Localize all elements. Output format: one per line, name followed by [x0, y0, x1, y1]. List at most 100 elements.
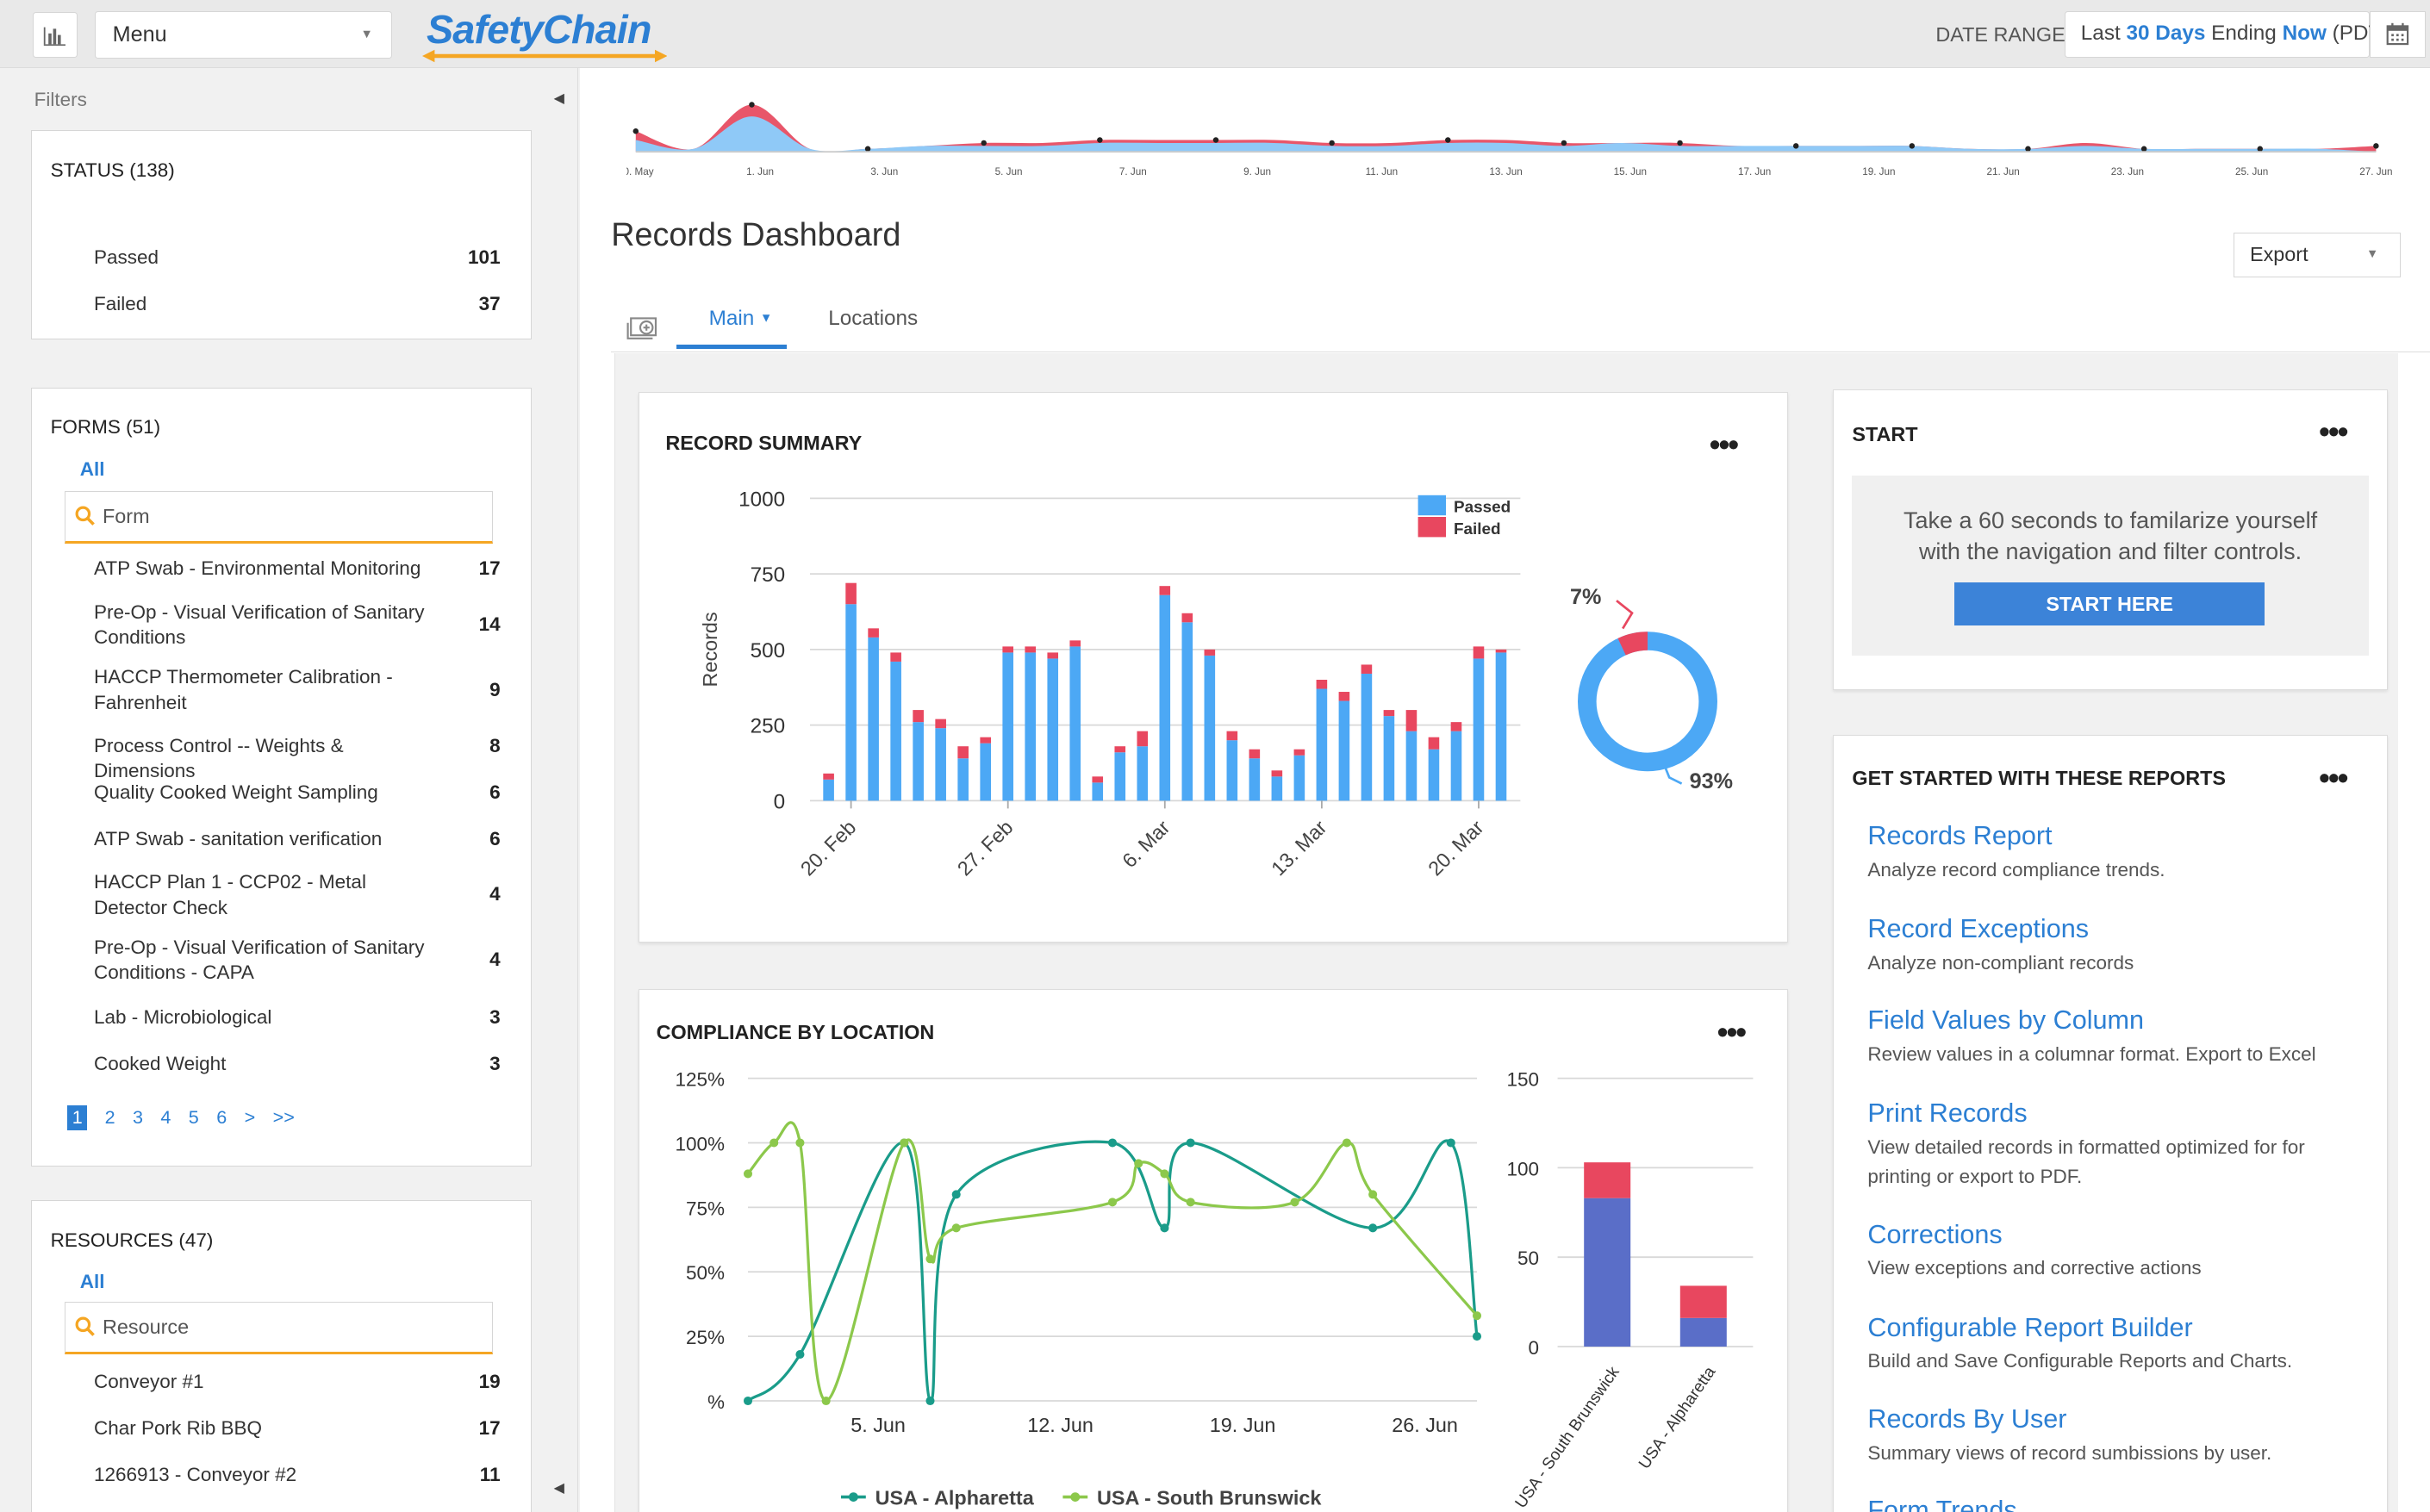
timeline-tick-label: 13. Jun — [1490, 166, 1523, 177]
failed-bar — [1271, 770, 1282, 777]
passed-bar — [957, 758, 969, 801]
status-item-failed[interactable]: Failed 37 — [94, 291, 501, 317]
tab-main[interactable]: Main ▼ — [709, 307, 773, 331]
series-point — [1107, 1138, 1117, 1148]
page-link-2[interactable]: 2 — [104, 1106, 115, 1129]
calendar-button[interactable] — [2370, 10, 2427, 58]
form-item[interactable]: Quality Cooked Weight Sampling 6 — [94, 780, 501, 806]
forms-all-link[interactable]: All — [79, 457, 105, 480]
passed-bar — [1473, 658, 1485, 801]
resource-item[interactable]: Char Pork Rib BBQ 17 — [94, 1416, 501, 1441]
timeline-chart[interactable]: 30. May 1. Jun 3. Jun 5. Jun 7. Jun 9. Jun 11.… — [626, 84, 2395, 180]
failed-bar — [1137, 731, 1148, 747]
timeline-point — [1445, 137, 1451, 143]
form-item[interactable]: Pre-Op - Visual Verification of Sanitary… — [94, 600, 501, 650]
status-panel: STATUS (138) Passed 101 Failed 37 — [31, 130, 533, 340]
page-link-1[interactable]: 1 — [67, 1104, 88, 1131]
form-item-label: HACCP Thermometer Calibration - Fahrenhe… — [94, 666, 393, 714]
status-item-passed[interactable]: Passed 101 — [94, 245, 501, 271]
tab-locations[interactable]: Locations — [828, 307, 919, 331]
timeline-tick-label: 9. Jun — [1243, 166, 1271, 177]
page-link-4[interactable]: 4 — [160, 1106, 171, 1129]
resource-item[interactable]: 1266913 - Conveyor #2 11 — [94, 1462, 501, 1488]
report-desc: View detailed records in formatted optim… — [1867, 1136, 2305, 1188]
record-summary-title: RECORD SUMMARY — [665, 432, 863, 455]
report-link-records-by-user[interactable]: Records By User — [1867, 1403, 2067, 1434]
page-next-link[interactable]: > — [244, 1106, 256, 1129]
add-dashboard-icon[interactable] — [625, 314, 662, 341]
failed-bar — [868, 628, 879, 638]
timeline-point — [1212, 137, 1219, 143]
passed-bar — [845, 604, 857, 801]
location-label: USA - Alpharetta — [1636, 1364, 1720, 1473]
form-item[interactable]: Lab - Microbiological 3 — [94, 1005, 501, 1030]
menu-dropdown[interactable]: Menu ▼ — [94, 10, 393, 59]
form-item[interactable]: ATP Swab - Environmental Monitoring 17 — [94, 556, 501, 582]
report-link-form-trends[interactable]: Form Trends — [1867, 1496, 2017, 1512]
page-link-5[interactable]: 5 — [188, 1106, 199, 1129]
chart-toggle-button[interactable] — [32, 12, 78, 58]
resource-search-input[interactable]: Resource — [64, 1302, 493, 1355]
form-item[interactable]: Pre-Op - Visual Verification of Sanitary… — [94, 935, 501, 986]
chevron-down-icon: ▼ — [360, 27, 373, 41]
failed-bar — [1204, 650, 1215, 656]
failed-bar — [1383, 710, 1395, 717]
resource-item-count: 19 — [478, 1370, 501, 1392]
failed-bar — [1002, 646, 1013, 653]
passed-bar — [868, 638, 879, 801]
timeline-tick-label: 5. Jun — [995, 166, 1023, 177]
timeline-point — [1677, 140, 1683, 146]
form-item-count: 6 — [489, 827, 501, 849]
series-point — [951, 1190, 961, 1199]
failed-bar — [1114, 746, 1125, 753]
more-options-icon[interactable]: ••• — [2319, 414, 2348, 450]
more-options-icon[interactable]: ••• — [2319, 759, 2348, 795]
series-point — [1160, 1223, 1169, 1233]
report-desc: Summary views of record sumbissions by u… — [1867, 1441, 2272, 1464]
y-tick-label: 150 — [1506, 1069, 1539, 1091]
date-range-selector[interactable]: Last 30 Days Ending Now (PDT) — [2064, 10, 2388, 58]
logo-text: SafetyChain — [426, 7, 651, 53]
form-item[interactable]: Cooked Weight 3 — [94, 1051, 501, 1077]
form-search-input[interactable]: Form — [64, 490, 493, 544]
report-desc: Analyze non-compliant records — [1867, 951, 2134, 974]
location-label: USA - South Brunswick — [1511, 1364, 1623, 1512]
status-item-count: 37 — [478, 292, 501, 314]
reports-title: GET STARTED WITH THESE REPORTS — [1852, 767, 2226, 790]
legend-passed-swatch — [1418, 495, 1446, 516]
page-link-3[interactable]: 3 — [132, 1106, 143, 1129]
passed-bar — [1137, 746, 1148, 801]
collapse-left-icon[interactable]: ◀ — [553, 1480, 565, 1496]
export-dropdown[interactable]: Export ▼ — [2233, 232, 2402, 278]
more-options-icon[interactable]: ••• — [1709, 426, 1739, 462]
legend-label: USA - Alpharetta — [875, 1487, 1034, 1509]
resource-item-label: Conveyor #1 — [94, 1370, 204, 1392]
resources-all-link[interactable]: All — [79, 1271, 105, 1293]
collapse-left-icon[interactable]: ◀ — [553, 90, 565, 107]
report-link-configurable-builder[interactable]: Configurable Report Builder — [1867, 1312, 2193, 1342]
passed-bar — [1159, 595, 1170, 801]
report-link-records-report[interactable]: Records Report — [1867, 821, 2053, 851]
form-item[interactable]: Process Control -- Weights & Dimensions 8 — [94, 733, 501, 784]
passed-bar — [1271, 776, 1282, 801]
filters-label: Filters — [34, 88, 87, 110]
legend-failed-label: Failed — [1454, 520, 1501, 538]
report-link-corrections[interactable]: Corrections — [1867, 1219, 2003, 1249]
report-link-record-exceptions[interactable]: Record Exceptions — [1867, 914, 2090, 944]
search-icon — [75, 1316, 95, 1337]
timeline-tick-label: 3. Jun — [871, 166, 899, 177]
safetychain-logo[interactable]: SafetyChain — [421, 6, 667, 62]
passed-bar — [1025, 652, 1036, 801]
page-link-6[interactable]: 6 — [216, 1106, 227, 1129]
page-last-link[interactable]: >> — [272, 1106, 295, 1129]
timeline-tick-label: 19. Jun — [1862, 166, 1895, 177]
form-item[interactable]: ATP Swab - sanitation verification 6 — [94, 826, 501, 852]
start-here-button[interactable]: START HERE — [1954, 582, 2265, 626]
form-item[interactable]: HACCP Thermometer Calibration - Fahrenhe… — [94, 664, 501, 715]
report-link-print-records[interactable]: Print Records — [1867, 1098, 2028, 1129]
form-item-label: ATP Swab - Environmental Monitoring — [94, 557, 421, 580]
form-item[interactable]: HACCP Plan 1 - CCP02 - Metal Detector Ch… — [94, 869, 501, 920]
resource-item[interactable]: Conveyor #1 19 — [94, 1369, 501, 1395]
report-link-field-values[interactable]: Field Values by Column — [1867, 1005, 2145, 1036]
timeline-point — [632, 128, 639, 134]
